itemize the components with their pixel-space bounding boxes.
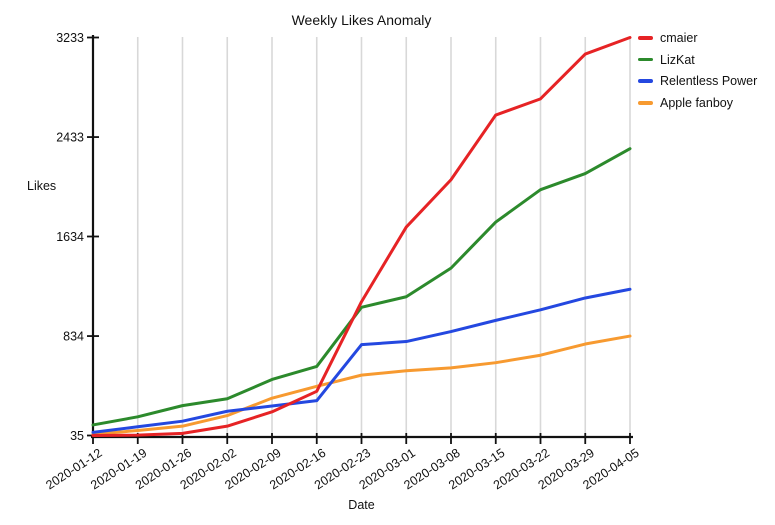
legend-swatch-icon	[638, 36, 653, 40]
legend-label: Apple fanboy	[660, 95, 733, 110]
x-axis-label: Date	[348, 498, 375, 512]
legend-item: Apple fanboy	[638, 92, 757, 114]
y-tick-label: 2433	[56, 131, 84, 145]
legend-label: Relentless Power	[660, 74, 758, 89]
legend-label: cmaier	[660, 30, 698, 45]
series-line-cmaier	[91, 36, 632, 437]
series-line-lizkat	[91, 147, 632, 427]
legend-swatch-icon	[638, 101, 653, 105]
series-line-apple-fanboy	[91, 334, 632, 436]
series-line-relentless-power	[91, 287, 632, 434]
legend-item: cmaier	[638, 27, 757, 49]
y-tick-label: 3233	[56, 31, 84, 45]
legend-item: Relentless Power	[638, 70, 757, 92]
y-tick-label: 1634	[56, 230, 84, 244]
chart-title: Weekly Likes Anomaly	[291, 12, 432, 28]
legend-item: LizKat	[638, 49, 757, 71]
legend-label: LizKat	[660, 52, 695, 67]
legend-swatch-icon	[638, 57, 653, 62]
legend: cmaier LizKat Relentless Power Apple fan…	[638, 27, 757, 114]
y-tick-label: 834	[63, 330, 84, 344]
y-tick-label: 35	[70, 429, 84, 443]
legend-swatch-icon	[638, 79, 653, 84]
y-axis-label: Likes	[27, 179, 57, 193]
